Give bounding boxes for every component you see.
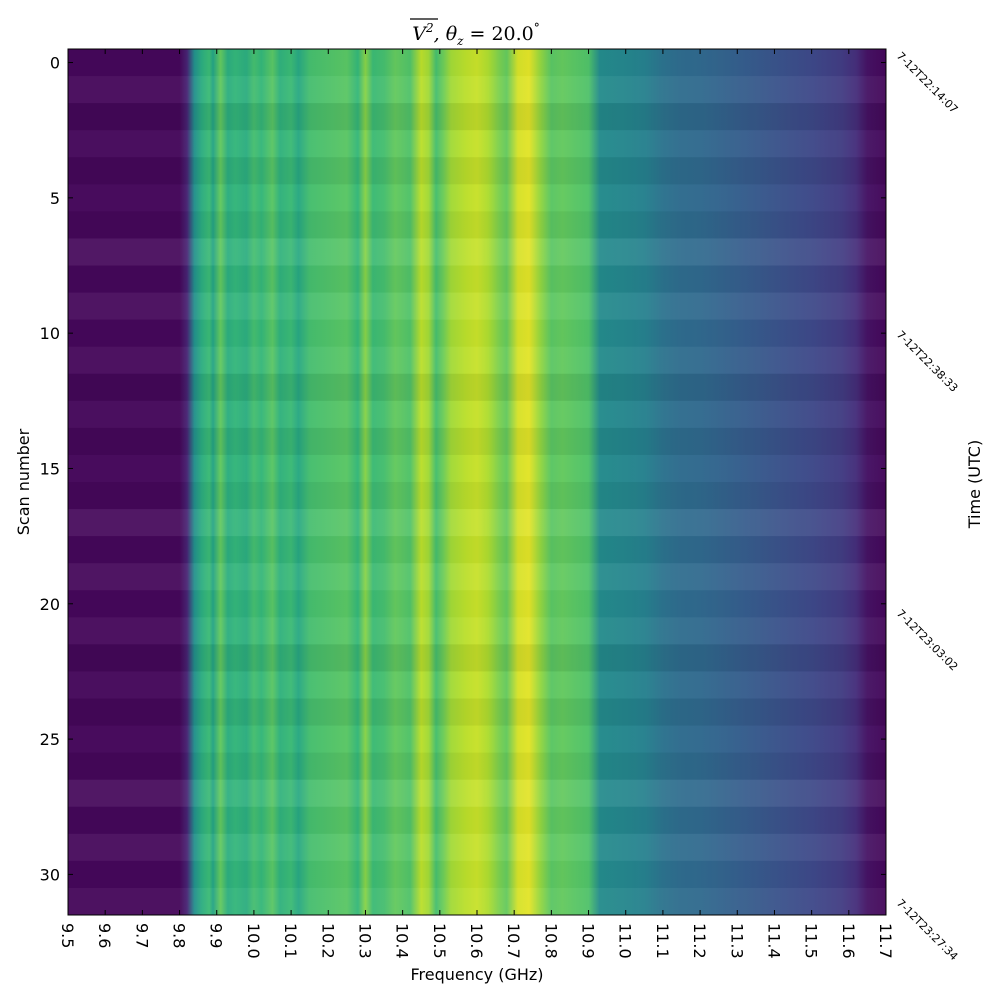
scan-row [68, 807, 886, 834]
plot-area [67, 48, 887, 916]
x-axis-ticks: 9.5 9.6 9.7 9.8 9.9 10.0 10.1 10.2 10.3 10.4 10.5 1… [58, 49, 895, 959]
scan-row [68, 401, 886, 428]
scan-row [68, 726, 886, 753]
x-tick-label: 10.5 [430, 923, 449, 959]
scan-row [68, 698, 886, 726]
x-tick-label: 11.1 [653, 923, 672, 959]
y-tick-label: 10 [40, 324, 60, 343]
x-tick-label: 10.3 [355, 923, 374, 959]
scan-row [68, 536, 886, 563]
scan-row [68, 103, 886, 131]
scan-row [68, 617, 886, 645]
scan-row [68, 671, 886, 698]
x-tick-label: 11.5 [802, 923, 821, 959]
x-tick-label: 10.2 [318, 923, 337, 959]
scan-row [68, 482, 886, 510]
x-tick-label: 10.0 [244, 923, 263, 959]
y-tick-label: 30 [40, 865, 60, 884]
x-tick-label: 11.6 [839, 923, 858, 959]
title-degree: ° [534, 21, 540, 35]
x-tick-label: 9.9 [207, 923, 226, 948]
scan-row [68, 644, 886, 672]
scan-row [68, 76, 886, 104]
scan-row-bands [68, 76, 886, 915]
x-tick-label: 11.7 [876, 923, 895, 959]
title-theta: θ [446, 23, 458, 45]
scan-row [68, 320, 886, 347]
scan-row [68, 266, 886, 293]
scan-row [68, 861, 886, 888]
scan-row [68, 833, 886, 861]
x-axis-label: Frequency (GHz) [410, 965, 543, 984]
x-tick-label: 10.6 [467, 923, 486, 959]
scan-row [68, 373, 886, 401]
y-tick-label: 15 [40, 459, 60, 478]
title-symbol: V [412, 23, 428, 45]
y-tick-label: 0 [50, 54, 60, 73]
x-tick-label: 10.7 [504, 923, 523, 959]
chart-title: V2, θz = 20.0° [410, 18, 540, 48]
time-tick-label: 7-12T22:38:33 [894, 328, 961, 395]
y-tick-label: 5 [50, 189, 60, 208]
time-tick-label: 7-12T23:03:02 [894, 607, 961, 674]
scan-row [68, 427, 886, 455]
time-axis-label: Time (UTC) [965, 440, 984, 529]
scan-row [68, 752, 886, 780]
x-tick-label: 10.4 [393, 923, 412, 959]
x-tick-label: 11.4 [764, 923, 783, 959]
scan-row [68, 130, 886, 157]
x-tick-label: 10.8 [541, 923, 560, 959]
x-tick-label: 9.6 [95, 923, 114, 948]
x-tick-label: 9.5 [58, 923, 77, 948]
time-tick-label: 7-12T23:27:34 [894, 897, 961, 964]
scan-row [68, 346, 886, 374]
title-theta-sub: z [456, 34, 464, 48]
scan-row [68, 292, 886, 320]
x-tick-label: 9.8 [170, 923, 189, 948]
scan-row [68, 563, 886, 591]
x-tick-label: 11.2 [690, 923, 709, 959]
x-tick-label: 10.1 [281, 923, 300, 959]
scan-row [68, 211, 886, 239]
y-axis-ticks: 0 5 10 15 20 25 30 [40, 54, 886, 884]
x-tick-label: 11.0 [616, 923, 635, 959]
title-superscript: 2 [425, 21, 434, 35]
x-tick-label: 9.7 [132, 923, 151, 948]
scan-row [68, 184, 886, 211]
x-tick-label: 11.3 [727, 923, 746, 959]
scan-row [68, 455, 886, 482]
scan-row [68, 238, 886, 266]
time-tick-label: 7-12T22:14:07 [894, 49, 961, 116]
title-rest: = 20.0 [463, 23, 533, 45]
heatmap-image [68, 49, 886, 915]
x-tick-label: 10.9 [579, 923, 598, 959]
y-tick-label: 25 [40, 730, 60, 749]
scan-row [68, 590, 886, 617]
y-tick-label: 20 [40, 595, 60, 614]
svg-text:V2, θz = 20.0°: V2, θz = 20.0° [412, 21, 540, 48]
y-axis-label: Scan number [14, 428, 33, 535]
scan-row [68, 779, 886, 807]
scan-row [68, 157, 886, 185]
scan-row [68, 509, 886, 537]
time-axis-ticks: 7-12T22:14:07 7-12T22:38:33 7-12T23:03:02 7… [894, 49, 961, 963]
